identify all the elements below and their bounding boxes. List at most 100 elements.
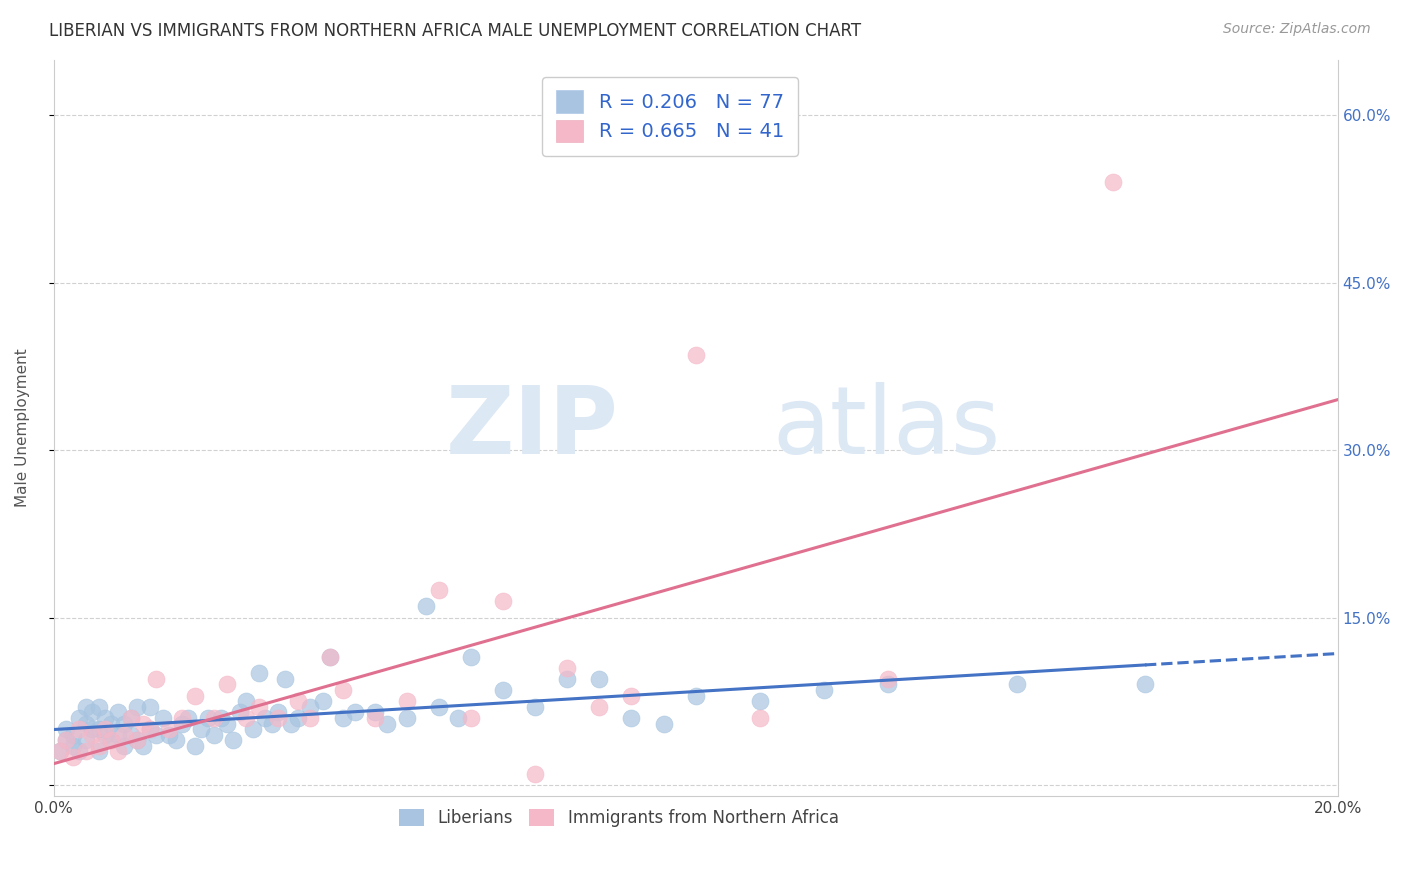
Point [94, 728, 117, 742]
Point [524, 699, 547, 714]
Point [447, 711, 470, 725]
Point [427, 582, 450, 597]
Point [274, 672, 297, 686]
Point [652, 716, 675, 731]
Point [299, 699, 322, 714]
Point [363, 706, 385, 720]
Point [62, 739, 84, 753]
Point [49, 744, 72, 758]
Point [125, 699, 148, 714]
Point [100, 716, 122, 731]
Point [877, 677, 900, 691]
Point [460, 711, 482, 725]
Point [62, 728, 84, 742]
Point [260, 716, 283, 731]
Point [87, 744, 110, 758]
Point [139, 722, 162, 736]
Point [75, 744, 97, 758]
Point [55, 733, 77, 747]
Point [344, 706, 367, 720]
Point [170, 711, 193, 725]
Point [377, 716, 399, 731]
Point [267, 706, 290, 720]
Point [395, 711, 418, 725]
Point [87, 722, 110, 736]
Point [145, 672, 167, 686]
Point [170, 716, 193, 731]
Y-axis label: Male Unemployment: Male Unemployment [15, 349, 30, 508]
Point [415, 599, 437, 614]
Point [125, 733, 148, 747]
Point [287, 694, 309, 708]
Point [125, 733, 148, 747]
Point [395, 694, 418, 708]
Point [107, 706, 129, 720]
Point [267, 711, 290, 725]
Point [202, 728, 225, 742]
Point [157, 722, 180, 736]
Point [107, 744, 129, 758]
Point [1133, 677, 1156, 691]
Point [190, 722, 212, 736]
Point [299, 711, 322, 725]
Point [165, 733, 187, 747]
Point [139, 699, 162, 714]
Point [82, 706, 104, 720]
Point [492, 594, 515, 608]
Point [152, 711, 174, 725]
Point [215, 677, 238, 691]
Point [94, 722, 117, 736]
Point [112, 728, 135, 742]
Point [685, 689, 707, 703]
Point [55, 733, 77, 747]
Point [332, 711, 354, 725]
Point [877, 672, 900, 686]
Point [75, 733, 97, 747]
Point [318, 649, 340, 664]
Point [242, 722, 264, 736]
Point [67, 722, 90, 736]
Text: LIBERIAN VS IMMIGRANTS FROM NORTHERN AFRICA MALE UNEMPLOYMENT CORRELATION CHART: LIBERIAN VS IMMIGRANTS FROM NORTHERN AFR… [49, 22, 862, 40]
Text: Source: ZipAtlas.com: Source: ZipAtlas.com [1223, 22, 1371, 37]
Point [132, 739, 155, 753]
Point [132, 716, 155, 731]
Point [254, 711, 277, 725]
Point [55, 722, 77, 736]
Point [112, 716, 135, 731]
Point [62, 750, 84, 764]
Point [184, 739, 207, 753]
Point [75, 716, 97, 731]
Point [215, 716, 238, 731]
Point [139, 722, 162, 736]
Point [100, 733, 122, 747]
Point [120, 711, 142, 725]
Point [107, 728, 129, 742]
Point [75, 699, 97, 714]
Point [1005, 677, 1028, 691]
Point [100, 733, 122, 747]
Point [312, 694, 335, 708]
Point [82, 722, 104, 736]
Point [87, 699, 110, 714]
Point [94, 711, 117, 725]
Point [524, 766, 547, 780]
Point [492, 683, 515, 698]
Point [184, 689, 207, 703]
Point [112, 739, 135, 753]
Point [82, 728, 104, 742]
Point [748, 711, 770, 725]
Point [197, 711, 219, 725]
Legend: Liberians, Immigrants from Northern Africa: Liberians, Immigrants from Northern Afri… [391, 801, 846, 836]
Point [363, 711, 385, 725]
Point [427, 699, 450, 714]
Point [177, 711, 200, 725]
Point [247, 699, 270, 714]
Point [87, 739, 110, 753]
Point [120, 728, 142, 742]
Point [588, 699, 610, 714]
Point [67, 744, 90, 758]
Point [209, 711, 232, 725]
Text: ZIP: ZIP [446, 382, 619, 474]
Point [555, 661, 578, 675]
Point [280, 716, 302, 731]
